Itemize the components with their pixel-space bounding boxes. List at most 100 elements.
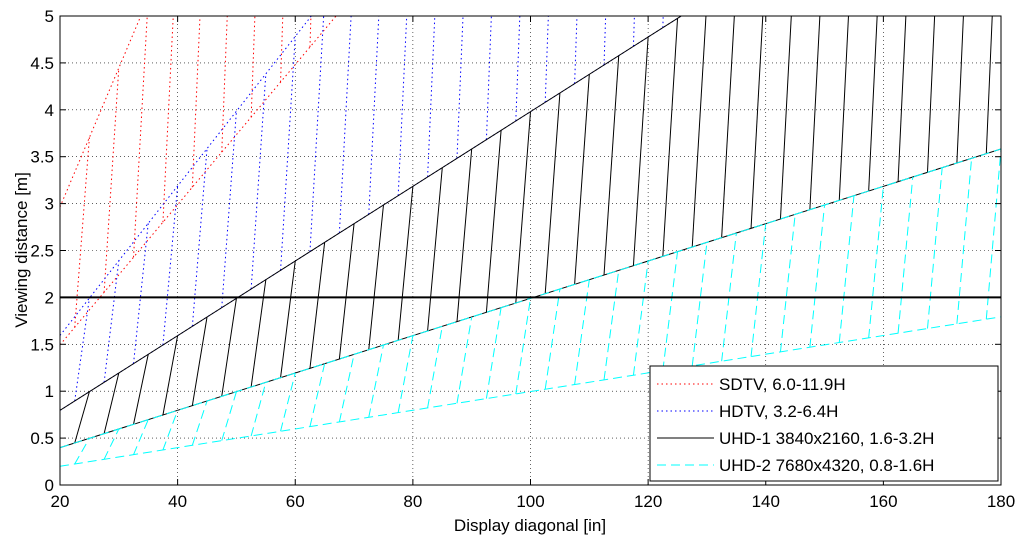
series-4-hatch (221, 391, 237, 441)
series-4-hatch (74, 438, 90, 465)
series-1-hatch (133, 16, 148, 258)
series-3-hatch (515, 111, 531, 304)
x-tick-label: 60 (286, 492, 305, 511)
series-2-hatch (515, 16, 521, 122)
y-tick-labels: 0 0.5 1 1.5 2 2.5 3 3.5 4 4.5 5 (30, 7, 54, 495)
x-axis-label: Display diagonal [in] (454, 516, 606, 535)
series-3-hatch (574, 74, 590, 285)
series-4-hatch (632, 260, 649, 376)
series-2-hatch (133, 223, 149, 364)
series-4-hatch (103, 428, 120, 460)
series-2-hatch (309, 16, 325, 252)
x-tick-label: 160 (869, 492, 897, 511)
series-3-hatch (162, 335, 179, 416)
series-4-hatch (515, 298, 531, 394)
series-4-hatch (985, 148, 1001, 320)
series-4-hatch (280, 372, 296, 432)
series-4-hatch (162, 410, 179, 451)
series-3-hatch (985, 16, 993, 154)
series-4-hatch (691, 242, 708, 366)
series-3-hatch (309, 242, 326, 369)
legend-label-2: HDTV, 3.2-6.4H (719, 402, 838, 421)
series-4-hatch (485, 307, 502, 399)
y-tick-label: 4.5 (30, 54, 54, 73)
series-4-lower-bound (60, 316, 1001, 467)
series-3-hatch (133, 354, 149, 425)
series-3-hatch (103, 372, 120, 434)
series-2-hatch (280, 36, 296, 271)
series-2-hatch (368, 16, 380, 215)
series-4-hatch (838, 195, 855, 343)
series-3-hatch (750, 16, 764, 229)
series-3-hatch (691, 16, 707, 248)
series-3-hatch (603, 55, 620, 276)
y-tick-label: 1 (45, 382, 54, 401)
series-4-hatch (662, 251, 679, 371)
series-2-hatch (692, 0, 707, 9)
series-3-hatch (74, 391, 90, 444)
x-tick-label: 140 (752, 492, 780, 511)
series-layer (60, 0, 1001, 467)
series-2-hatch (338, 16, 352, 234)
series-3-hatch (221, 298, 237, 397)
y-tick-label: 5 (45, 7, 54, 26)
series-4-hatch (133, 419, 149, 455)
series-3-hatch (897, 16, 907, 182)
y-tick-label: 3.5 (30, 148, 54, 167)
series-3-hatch (809, 16, 821, 210)
series-4-hatch (603, 270, 620, 380)
series-3-hatch (280, 260, 296, 378)
y-tick-label: 0 (45, 476, 54, 495)
series-3-hatch (926, 16, 936, 173)
legend-label-4: UHD-2 7680x4320, 0.8-1.6H (719, 456, 934, 475)
x-tick-labels: 20 40 60 80 100 120 140 160 180 (51, 492, 1016, 511)
series-2-hatch (427, 16, 436, 178)
x-tick-label: 100 (516, 492, 544, 511)
series-3-hatch (397, 186, 414, 341)
series-2-hatch (221, 111, 237, 308)
series-4-hatch (779, 214, 796, 352)
legend: SDTV, 6.0-11.9H HDTV, 3.2-6.4H UHD-1 3840x… (649, 365, 999, 482)
y-tick-label: 0.5 (30, 429, 54, 448)
series-4-hatch (309, 363, 326, 427)
series-3-hatch (662, 18, 679, 257)
series-1-hatch (74, 137, 90, 328)
series-4-hatch (191, 400, 208, 446)
series-4-hatch (868, 186, 884, 338)
series-1-lower-bound (60, 16, 337, 346)
series-3-hatch (721, 16, 735, 238)
series-1-hatch (191, 16, 201, 188)
series-4-hatch (897, 176, 914, 334)
series-3-hatch (191, 316, 208, 406)
y-tick-label: 3 (45, 195, 54, 214)
y-tick-label: 2 (45, 288, 54, 307)
x-tick-label: 180 (987, 492, 1015, 511)
legend-box (649, 365, 999, 482)
legend-label-1: SDTV, 6.0-11.9H (719, 375, 846, 394)
series-3-hatch (485, 130, 502, 313)
series-1 (60, 0, 354, 346)
series-2-hatch (191, 148, 208, 327)
y-tick-label: 1.5 (30, 335, 54, 354)
series-4-hatch (250, 382, 267, 437)
series-4-hatch (750, 223, 767, 357)
series-3-hatch (632, 36, 649, 266)
series-3 (60, 16, 1001, 449)
series-3-hatch (868, 16, 878, 192)
series-4-hatch (368, 344, 384, 418)
series-4-hatch (809, 204, 826, 348)
x-tick-label: 20 (51, 492, 70, 511)
series-3-hatch (956, 16, 964, 164)
series-3-hatch (779, 16, 792, 220)
series-1-hatch (103, 67, 120, 293)
y-tick-label: 2.5 (30, 242, 54, 261)
series-3-hatch (838, 16, 849, 201)
series-3-hatch (456, 148, 473, 322)
series-3-hatch (368, 204, 384, 350)
x-tick-label: 40 (168, 492, 187, 511)
y-axis-label: Viewing distance [m] (12, 172, 31, 328)
series-1-hatch (339, 0, 354, 12)
series-3-hatch (427, 167, 443, 332)
